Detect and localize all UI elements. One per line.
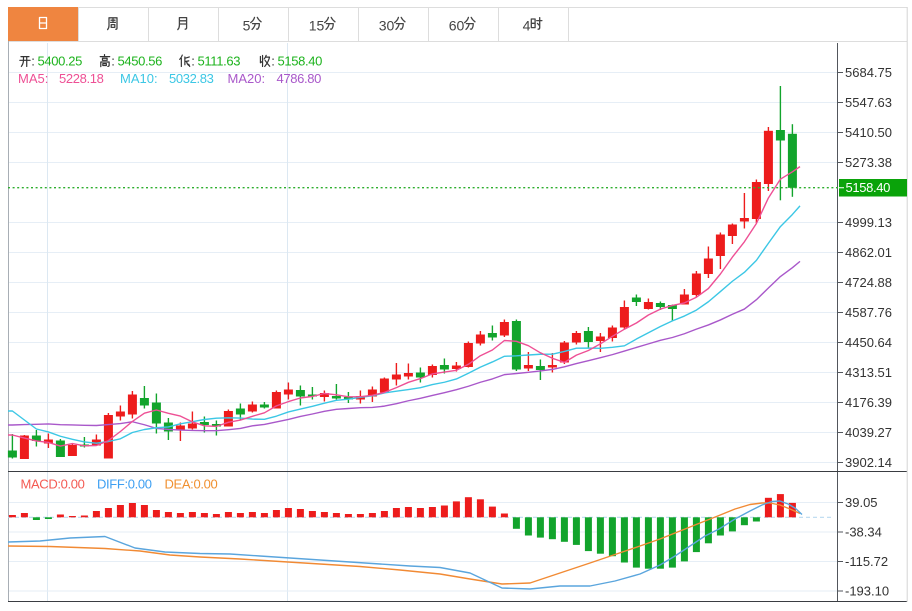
svg-text:5450.56: 5450.56: [118, 54, 163, 69]
svg-text:5410.50: 5410.50: [845, 125, 892, 140]
svg-text::: :: [31, 54, 35, 69]
svg-text:4786.80: 4786.80: [277, 71, 322, 86]
svg-text:4450.64: 4450.64: [845, 335, 892, 350]
svg-text:5400.25: 5400.25: [38, 54, 83, 69]
svg-text:3902.14: 3902.14: [845, 455, 892, 470]
svg-text:DIFF:0.00: DIFF:0.00: [97, 477, 152, 492]
svg-text:5684.75: 5684.75: [845, 65, 892, 80]
svg-text:5111.63: 5111.63: [198, 54, 241, 69]
svg-text:4999.13: 4999.13: [845, 215, 892, 230]
svg-text:39.05: 39.05: [845, 495, 878, 510]
svg-text:60: 60: [449, 18, 465, 34]
svg-text:5: 5: [243, 18, 251, 34]
svg-text:5273.38: 5273.38: [845, 155, 892, 170]
svg-text:MACD:0.00: MACD:0.00: [21, 477, 85, 492]
svg-text::: :: [191, 54, 195, 69]
svg-text:5158.40: 5158.40: [846, 180, 891, 195]
svg-text:MA10:: MA10:: [120, 71, 158, 86]
svg-text:5547.63: 5547.63: [845, 95, 892, 110]
svg-text:-193.10: -193.10: [845, 584, 889, 599]
svg-text:4724.88: 4724.88: [845, 275, 892, 290]
svg-text:DEA:0.00: DEA:0.00: [165, 477, 218, 492]
svg-text:-115.72: -115.72: [845, 554, 888, 569]
svg-text:5228.18: 5228.18: [59, 71, 104, 86]
svg-text:4313.51: 4313.51: [845, 365, 892, 380]
svg-text:4039.27: 4039.27: [845, 425, 892, 440]
svg-text::: :: [111, 54, 115, 69]
svg-text:4862.01: 4862.01: [845, 245, 892, 260]
svg-text:5158.40: 5158.40: [278, 54, 323, 69]
svg-text:4: 4: [523, 18, 531, 34]
svg-text:MA5:: MA5:: [18, 71, 48, 86]
svg-text:-38.34: -38.34: [845, 525, 882, 540]
svg-text:4587.76: 4587.76: [845, 305, 892, 320]
svg-text::: :: [271, 54, 275, 69]
svg-text:4176.39: 4176.39: [845, 395, 892, 410]
svg-text:MA20:: MA20:: [228, 71, 266, 86]
svg-text:5032.83: 5032.83: [169, 71, 214, 86]
svg-text:30: 30: [379, 18, 395, 34]
svg-text:15: 15: [309, 18, 325, 34]
